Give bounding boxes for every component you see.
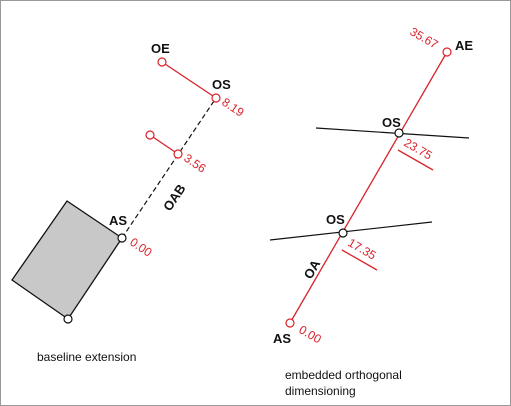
point (442, 47, 452, 57)
caption: embedded orthogonal (285, 368, 402, 382)
point (117, 233, 127, 243)
label: OS (212, 77, 231, 92)
dimension-line (289, 51, 448, 324)
orthogonal-line (315, 127, 470, 139)
point (394, 128, 404, 138)
underline (397, 149, 434, 171)
label: OE (151, 41, 170, 56)
dimension-line (149, 134, 179, 155)
orthogonal-line (269, 221, 433, 241)
underline (341, 249, 378, 271)
label: AE (455, 38, 473, 53)
point (157, 57, 167, 67)
label: OS (382, 115, 401, 130)
caption: dimensioning (285, 384, 356, 398)
label: AS (273, 331, 291, 346)
caption: baseline extension (37, 350, 136, 364)
label: OS (326, 212, 345, 227)
point (338, 228, 348, 238)
point (285, 318, 295, 328)
dimension-line (161, 61, 217, 99)
point (173, 149, 183, 159)
label: AS (109, 213, 127, 228)
point (145, 130, 155, 140)
point (63, 314, 73, 324)
baseline (121, 97, 217, 239)
point (211, 93, 221, 103)
